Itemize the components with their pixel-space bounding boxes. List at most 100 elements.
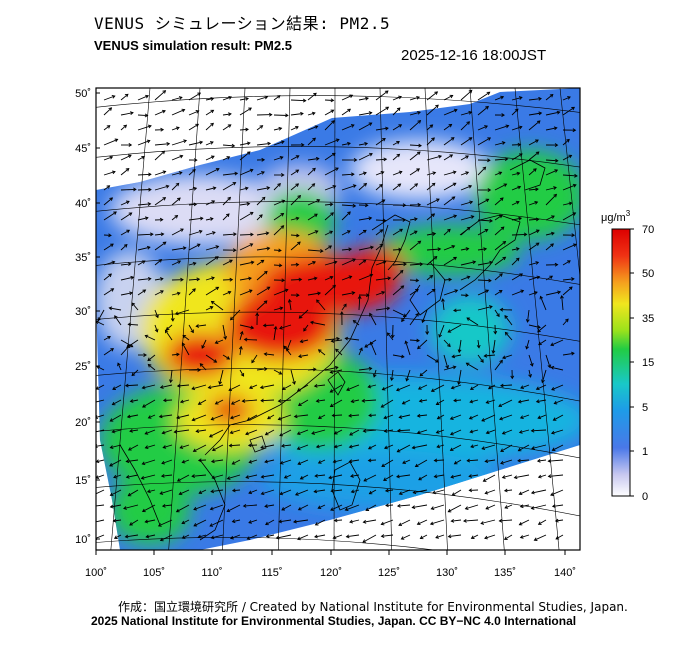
wind-arrow: [145, 444, 156, 449]
wind-arrow: [171, 197, 181, 206]
wind-arrow: [392, 183, 401, 191]
wind-arrowhead: [259, 214, 263, 218]
wind-arrow: [504, 534, 513, 540]
wind-arrow: [171, 353, 180, 356]
wind-arrowhead: [431, 182, 436, 187]
wind-arrowhead: [493, 330, 498, 335]
wind-arrowhead: [111, 170, 116, 175]
wind-arrowhead: [264, 504, 268, 509]
wind-arrowhead: [363, 478, 368, 482]
wind-arrow: [358, 347, 363, 356]
wind-arrow: [188, 169, 196, 176]
wind-arrow: [192, 414, 207, 421]
wind-arrowhead: [117, 362, 121, 367]
wind-arrow: [103, 125, 111, 131]
wind-arrowhead: [284, 288, 289, 293]
wind-arrow: [265, 429, 275, 436]
wind-arrowhead: [500, 226, 505, 231]
wind-arrowhead: [277, 399, 282, 403]
wind-arrowhead: [158, 259, 163, 263]
wind-arrow: [458, 339, 462, 353]
wind-arrowhead: [525, 319, 530, 323]
colorbar-tick: 15: [642, 357, 654, 369]
wind-arrow: [465, 504, 479, 510]
wind-arrowhead: [266, 186, 271, 190]
wind-arrow: [499, 519, 513, 522]
wind-arrowhead: [296, 446, 301, 450]
wind-arrowhead: [114, 315, 118, 319]
wind-arrow: [368, 444, 377, 450]
wind-arrow: [494, 273, 503, 281]
wind-arrowhead: [317, 460, 322, 464]
wind-arrow: [460, 111, 472, 116]
wind-arrowhead: [158, 414, 163, 419]
wind-arrow: [401, 534, 411, 540]
wind-arrowhead: [417, 240, 422, 245]
wind-arrowhead: [260, 445, 264, 450]
wind-arrow: [147, 489, 156, 493]
wind-arrowhead: [385, 503, 389, 508]
wind-arrowhead: [553, 126, 558, 131]
wind-arrowhead: [229, 415, 234, 420]
wind-arrowhead: [129, 428, 133, 433]
wind-arrowhead: [176, 291, 181, 296]
wind-arrow: [126, 474, 139, 478]
wind-arrow: [375, 229, 383, 236]
wind-arrowhead: [193, 186, 198, 191]
wind-arrow: [205, 256, 219, 266]
wind-arrowhead: [432, 231, 437, 236]
wind-arrow: [519, 489, 530, 495]
wind-arrow: [443, 245, 455, 251]
wind-arrowhead: [500, 448, 504, 452]
wind-arrow: [298, 399, 309, 406]
wind-arrowhead: [244, 186, 249, 191]
wind-arrow: [341, 184, 356, 191]
wind-arrow: [239, 289, 253, 296]
wind-arrow: [103, 348, 114, 356]
wind-arrowhead: [536, 275, 541, 280]
wind-arrowhead: [551, 387, 555, 391]
wind-arrowhead: [161, 430, 166, 435]
wind-arrow: [375, 291, 385, 296]
wind-arrow: [330, 384, 343, 393]
wind-arrowhead: [566, 138, 570, 143]
wind-arrow: [96, 320, 105, 326]
wind-arrowhead: [312, 367, 317, 372]
wind-arrowhead: [447, 508, 452, 513]
wind-arrow: [528, 369, 532, 378]
wind-arrowhead: [501, 113, 505, 117]
wind-arrow: [458, 369, 462, 385]
wind-arrow: [520, 384, 530, 389]
wind-arrow: [370, 342, 377, 356]
wind-arrow: [385, 489, 394, 492]
wind-arrow: [205, 231, 216, 236]
wind-arrowhead: [131, 302, 136, 307]
wind-arrow: [341, 204, 356, 207]
wind-arrowhead: [489, 260, 494, 265]
wind-arrow: [392, 107, 401, 116]
wind-arrowhead: [198, 490, 203, 495]
wind-arrowhead: [516, 171, 521, 176]
wind-arrowhead: [499, 307, 504, 312]
wind-arrow: [385, 504, 394, 507]
wind-arrow: [541, 369, 547, 383]
wind-arrowhead: [482, 166, 487, 171]
wind-arrowhead: [296, 293, 300, 298]
wind-arrow: [375, 243, 383, 251]
wind-arrowhead: [195, 110, 200, 114]
wind-arrow: [548, 474, 564, 477]
wind-arrow: [365, 504, 377, 511]
wind-arrow: [222, 259, 233, 266]
wind-arrowhead: [278, 371, 283, 375]
wind-arrowhead: [109, 445, 114, 450]
wind-arrowhead: [147, 357, 152, 362]
wind-arrowhead: [389, 377, 394, 382]
wind-arrow: [112, 399, 122, 405]
wind-arrowhead: [157, 523, 162, 527]
wind-arrowhead: [263, 367, 268, 371]
wind-arrowhead: [383, 157, 388, 162]
wind-arrowhead: [280, 225, 285, 229]
wind-arrow: [471, 534, 479, 539]
wind-arrowhead: [192, 169, 196, 173]
wind-arrow: [114, 534, 122, 539]
